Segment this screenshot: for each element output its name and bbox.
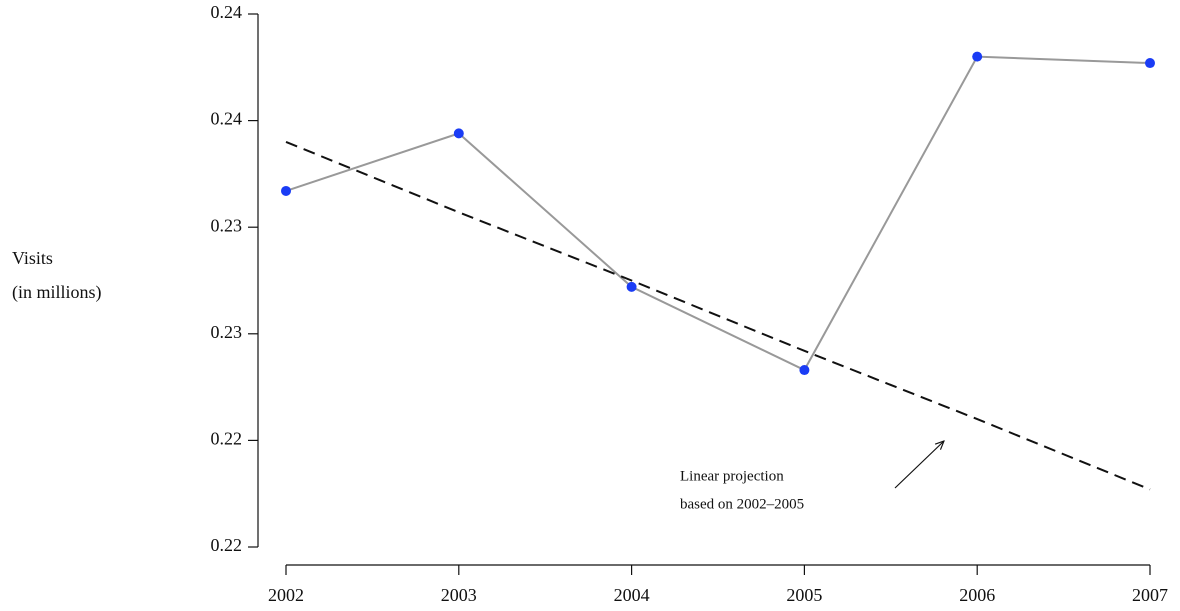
point	[1145, 58, 1155, 69]
y-tick-label: 0.24	[211, 109, 243, 129]
x-tick-label: 2002	[268, 585, 304, 605]
x-tick-label: 2006	[959, 585, 995, 605]
projection-line	[285, 140, 1151, 491]
point	[281, 185, 291, 196]
y-tick-label: 0.23	[211, 322, 243, 342]
y-tick-label: 0.22	[211, 429, 243, 449]
x-tick-label: 2007	[1132, 585, 1168, 605]
point	[626, 281, 637, 292]
point	[453, 128, 464, 139]
y-axis-label: (in millions)	[12, 282, 102, 303]
point	[972, 51, 983, 62]
annotation: Linear projection	[680, 468, 784, 484]
x-tick-label: 2004	[614, 585, 650, 605]
x-tick-label: 2003	[441, 585, 477, 605]
x-tick-label: 2005	[786, 585, 822, 605]
y-tick-label: 0.23	[211, 215, 243, 235]
y-tick-label: 0.24	[211, 2, 243, 22]
annotation-arrow	[894, 441, 944, 489]
y-axis-label: Visits	[12, 248, 53, 268]
annotation: based on 2002–2005	[680, 496, 804, 512]
series-line	[285, 55, 1151, 372]
y-tick-label: 0.22	[211, 535, 243, 555]
point	[799, 365, 810, 376]
